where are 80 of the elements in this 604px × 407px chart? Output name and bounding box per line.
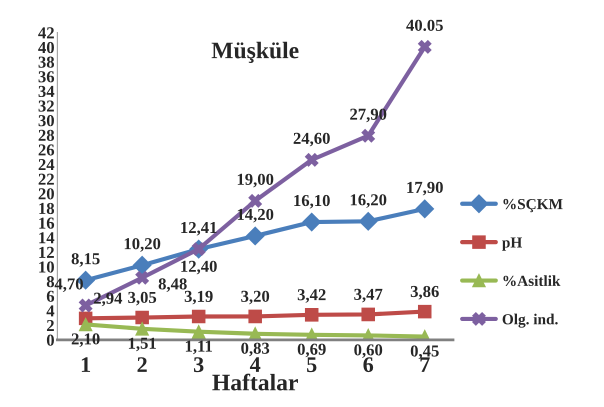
y-tick-label: 0 bbox=[46, 334, 54, 346]
y-tick-label: 20 bbox=[38, 188, 54, 200]
data-label: 1,11 bbox=[186, 340, 212, 354]
data-label: 16,10 bbox=[294, 194, 330, 209]
legend-label: Olg. ind. bbox=[502, 314, 558, 328]
data-label: 16,20 bbox=[350, 194, 386, 208]
y-tick-label: 26 bbox=[38, 144, 54, 156]
data-label: 3,20 bbox=[241, 290, 270, 304]
y-tick-label: 18 bbox=[39, 202, 54, 214]
y-tick-label: 40 bbox=[38, 42, 54, 54]
y-tick-label: 34 bbox=[38, 86, 54, 98]
data-label: 8,48 bbox=[158, 278, 187, 292]
data-label: 0,83 bbox=[241, 342, 270, 356]
legend-label: pH bbox=[502, 237, 522, 251]
data-label: 10,20 bbox=[124, 238, 160, 252]
y-tick-label: 38 bbox=[38, 56, 54, 68]
point bbox=[304, 308, 318, 322]
point bbox=[361, 128, 375, 142]
y-tick-label: 28 bbox=[38, 130, 54, 141]
point bbox=[418, 40, 432, 54]
x-tick-label: 5 bbox=[307, 357, 316, 372]
y-tick-label: 8 bbox=[46, 276, 54, 288]
point bbox=[78, 298, 92, 312]
point bbox=[415, 200, 434, 218]
point bbox=[192, 324, 206, 338]
data-label: 3,47 bbox=[354, 288, 382, 302]
data-label: 3,42 bbox=[298, 289, 326, 303]
data-label: 40.05 bbox=[406, 20, 443, 32]
x-tick-label: 4 bbox=[250, 357, 260, 372]
y-tick-label: 24 bbox=[38, 159, 54, 170]
data-label: 1,51 bbox=[128, 338, 156, 352]
data-label: 3,19 bbox=[184, 290, 213, 304]
point bbox=[192, 310, 206, 324]
data-label: 8,15 bbox=[72, 253, 100, 267]
y-tick-label: 16 bbox=[39, 218, 54, 229]
y-tick-label: 2 bbox=[46, 320, 54, 331]
data-label: 3,86 bbox=[410, 286, 439, 300]
x-tick-label: 2 bbox=[138, 357, 147, 372]
data-label: 0,69 bbox=[298, 344, 326, 358]
y-tick-label: 12 bbox=[39, 246, 54, 258]
data-label: 12,40 bbox=[181, 260, 217, 274]
x-tick-label: 6 bbox=[363, 357, 374, 372]
point bbox=[361, 308, 375, 322]
x-tick-label: 3 bbox=[194, 357, 204, 372]
x-tick-label: 7 bbox=[420, 357, 430, 372]
chart-title: Müşküle bbox=[212, 42, 299, 64]
point bbox=[246, 226, 265, 246]
y-tick-label: 32 bbox=[38, 100, 54, 112]
point bbox=[135, 310, 149, 324]
data-label: 4,70 bbox=[54, 278, 83, 292]
point bbox=[248, 310, 262, 324]
point bbox=[135, 271, 149, 285]
data-label: 0,45 bbox=[410, 345, 439, 360]
x-axis-title: Haftalar bbox=[212, 374, 298, 391]
point bbox=[302, 212, 322, 232]
y-tick-label: 30 bbox=[38, 115, 54, 126]
point bbox=[135, 322, 149, 336]
legend-label: %Asitlik bbox=[503, 275, 560, 286]
point bbox=[358, 212, 378, 231]
point bbox=[418, 304, 432, 318]
point bbox=[248, 194, 262, 208]
data-label: 0,60 bbox=[354, 344, 382, 358]
legend-label: %SÇKM bbox=[503, 198, 563, 212]
y-tick-label: 22 bbox=[38, 174, 54, 185]
y-tick-label: 10 bbox=[39, 261, 54, 273]
y-tick-label: 4 bbox=[46, 305, 54, 316]
point bbox=[304, 153, 318, 167]
data-label: 12,41 bbox=[181, 222, 217, 236]
x-tick-label: 1 bbox=[82, 357, 90, 372]
data-label: 24,60 bbox=[294, 132, 330, 146]
y-tick-label: 42 bbox=[38, 27, 54, 38]
y-tick-label: 6 bbox=[46, 290, 54, 302]
y-tick-label: 36 bbox=[38, 71, 54, 82]
data-label: 19,00 bbox=[238, 174, 274, 188]
point bbox=[78, 318, 92, 332]
y-tick-label: 14 bbox=[39, 232, 54, 244]
point bbox=[132, 256, 152, 275]
data-label: 14,20 bbox=[238, 208, 274, 222]
data-label: 3,05 bbox=[128, 292, 156, 306]
data-label: 17,90 bbox=[407, 182, 443, 196]
